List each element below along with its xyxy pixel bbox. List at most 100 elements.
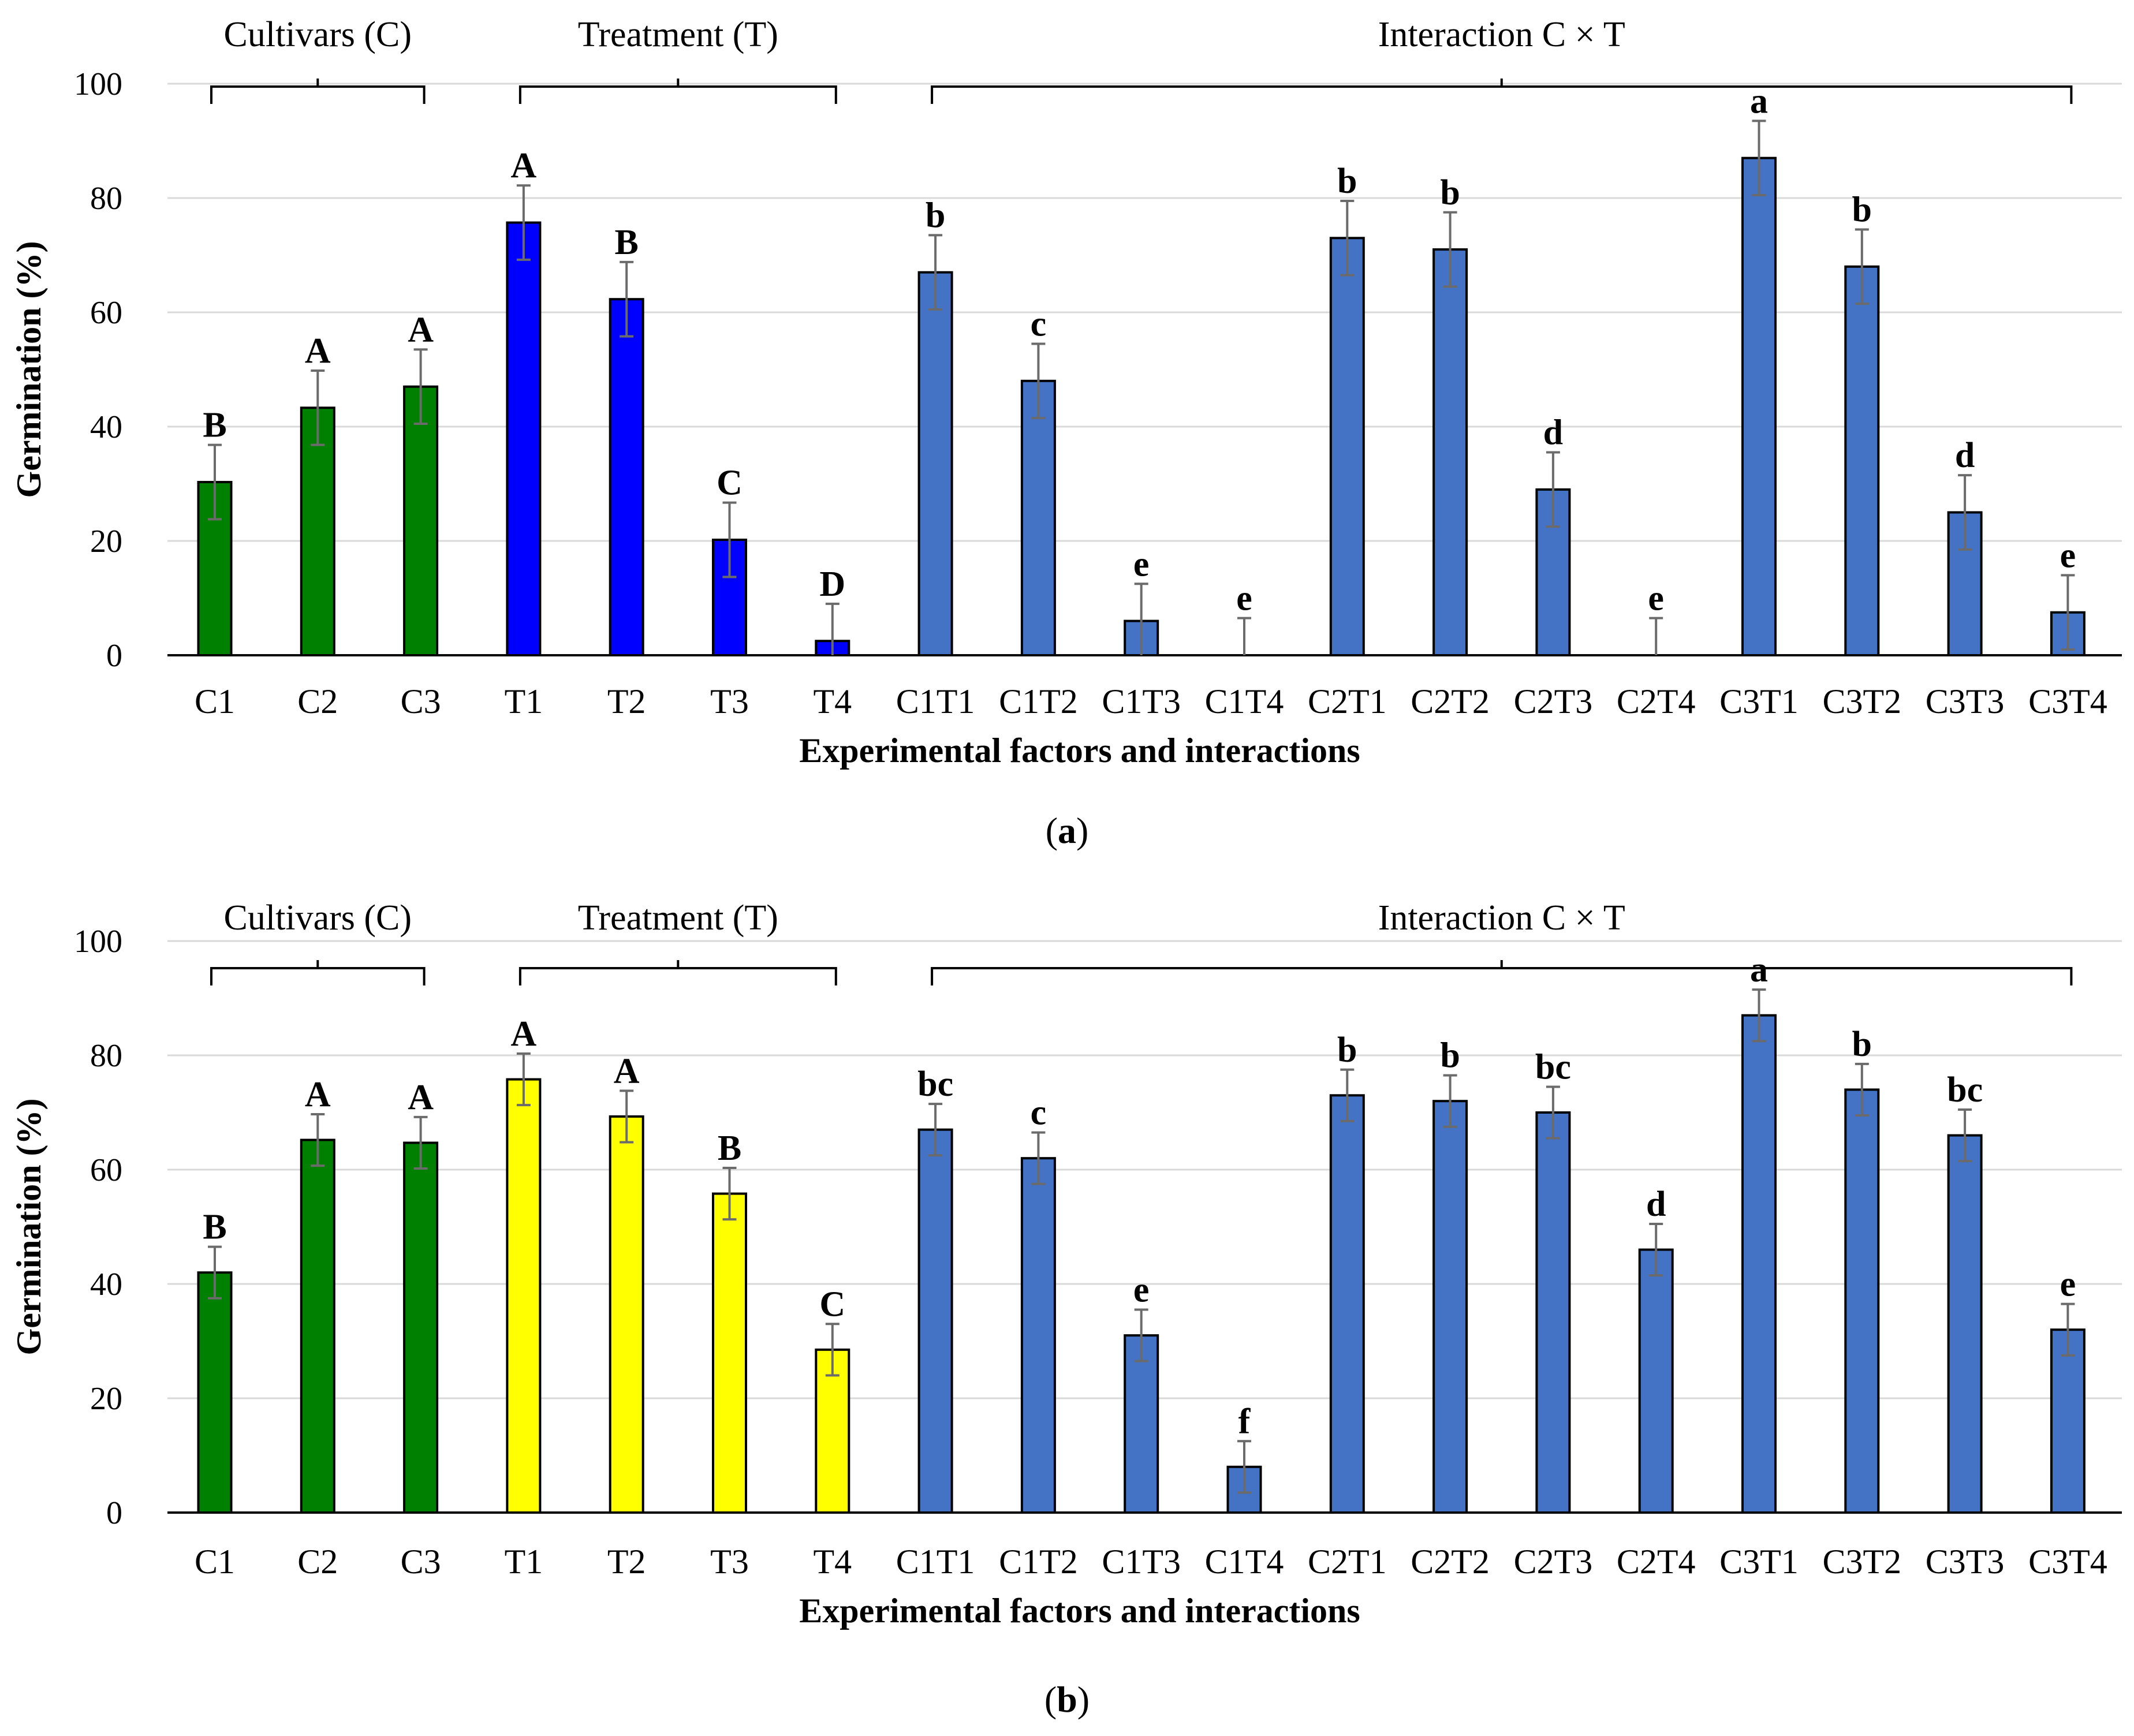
- bar-c1t1: [917, 1128, 953, 1514]
- significance-label: e: [2060, 536, 2076, 575]
- y-tick-label: 80: [90, 1038, 122, 1074]
- bar-c1: [197, 1271, 233, 1514]
- x-tick-label: C2: [297, 682, 338, 720]
- x-tick-label: C3: [401, 1543, 441, 1581]
- y-tick-label: 80: [90, 181, 122, 216]
- x-tick-label: T2: [607, 1543, 646, 1581]
- group-label: Interaction C × T: [1378, 15, 1625, 54]
- bar-c3t4: [2050, 1328, 2086, 1514]
- panel-caption: (a): [1046, 810, 1089, 851]
- y-tick-label: 100: [74, 66, 122, 102]
- significance-label: d: [1646, 1185, 1666, 1224]
- x-tick-label: C2T2: [1411, 682, 1490, 720]
- panel-caption: (b): [1044, 1679, 1090, 1720]
- significance-label: B: [718, 1129, 741, 1168]
- panel-a-chart: 0 20 40 60 80 100 B C1 A C2 A C3 A T1 B T2 C T3 D T4 b C1T1 c C…: [10, 15, 2122, 851]
- bar-c3t1: [1741, 156, 1777, 656]
- significance-label: A: [511, 1014, 537, 1054]
- x-tick-label: C1T2: [999, 1543, 1078, 1581]
- x-tick-label: C2T1: [1308, 682, 1387, 720]
- y-tick-label: 40: [90, 1267, 122, 1302]
- significance-label: b: [1852, 1025, 1872, 1064]
- significance-label: A: [305, 331, 331, 371]
- group-bracket: [931, 960, 2073, 985]
- significance-label: A: [408, 1078, 434, 1117]
- x-tick-label: C3T3: [1926, 682, 2005, 720]
- x-tick-label: C3T4: [2028, 1543, 2107, 1581]
- bar-c2: [300, 406, 335, 657]
- y-axis-title: Germination (%): [10, 1099, 48, 1356]
- x-tick-label: T3: [710, 682, 749, 720]
- significance-label: e: [2060, 1265, 2076, 1304]
- x-tick-label: T1: [505, 682, 543, 720]
- significance-label: bc: [1535, 1047, 1571, 1087]
- x-tick-label: C3T2: [1822, 682, 1901, 720]
- panel-b-chart: 0 20 40 60 80 100 B C1 A C2 A C3 A T1 A T2 B T3 C T4 bc C1T1 c…: [10, 898, 2122, 1720]
- x-axis-title: Experimental factors and interactions: [799, 731, 1360, 770]
- bar-t2: [609, 1115, 644, 1514]
- significance-label: A: [408, 310, 434, 349]
- x-tick-label: C2T3: [1514, 682, 1593, 720]
- significance-label: A: [614, 1051, 640, 1091]
- significance-label: e: [1648, 579, 1664, 618]
- significance-label: bc: [1947, 1070, 1983, 1110]
- bar-c2t2: [1432, 1100, 1468, 1514]
- significance-label: C: [717, 464, 743, 503]
- significance-label: b: [1852, 190, 1872, 229]
- x-tick-label: C2: [297, 1543, 338, 1581]
- x-tick-label: C3T2: [1822, 1543, 1901, 1581]
- significance-label: B: [203, 1208, 226, 1247]
- significance-label: b: [926, 196, 945, 235]
- x-tick-label: T4: [813, 682, 852, 720]
- x-tick-label: C1T3: [1102, 682, 1181, 720]
- y-tick-label: 20: [90, 524, 122, 559]
- x-tick-label: T1: [505, 1543, 543, 1581]
- significance-label: D: [819, 565, 845, 604]
- x-tick-label: T3: [710, 1543, 749, 1581]
- bar-t3: [712, 1192, 747, 1514]
- significance-label: A: [305, 1075, 331, 1114]
- significance-label: b: [1337, 162, 1357, 201]
- bar-c3t1: [1741, 1014, 1777, 1514]
- x-tick-label: C3T3: [1926, 1543, 2005, 1581]
- bar-c1t2: [1020, 379, 1056, 656]
- bar-c1t2: [1020, 1157, 1056, 1514]
- bar-t1: [506, 221, 542, 656]
- bar-c3t2: [1844, 265, 1880, 656]
- bar-c2t2: [1432, 248, 1468, 657]
- x-tick-label: C1T2: [999, 682, 1078, 720]
- x-tick-label: C2T2: [1411, 1543, 1490, 1581]
- group-bracket: [931, 79, 2073, 104]
- bar-c3t3: [1947, 1134, 1983, 1514]
- y-tick-label: 60: [90, 1152, 122, 1188]
- group-label: Interaction C × T: [1378, 898, 1625, 938]
- x-tick-label: C1T4: [1205, 1543, 1284, 1581]
- x-tick-label: C1T3: [1102, 1543, 1181, 1581]
- significance-label: e: [1133, 544, 1150, 584]
- group-label: Treatment (T): [578, 15, 778, 54]
- significance-label: e: [1236, 579, 1252, 618]
- x-tick-label: C3T1: [1719, 682, 1799, 720]
- y-tick-label: 60: [90, 295, 122, 331]
- bar-c3t2: [1844, 1088, 1880, 1514]
- x-tick-label: C1T4: [1205, 682, 1284, 720]
- y-axis-title: Germination (%): [10, 241, 48, 498]
- x-tick-label: T4: [813, 1543, 852, 1581]
- x-tick-label: C1: [195, 1543, 235, 1581]
- significance-label: B: [615, 223, 639, 262]
- significance-label: c: [1031, 1093, 1047, 1133]
- group-bracket: [210, 960, 426, 985]
- bar-c2t1: [1329, 237, 1365, 656]
- significance-label: a: [1750, 81, 1768, 121]
- significance-label: d: [1543, 413, 1563, 453]
- x-tick-label: C2T4: [1617, 1543, 1696, 1581]
- x-tick-label: C3: [401, 682, 441, 720]
- x-tick-label: C1: [195, 682, 235, 720]
- group-label: Cultivars (C): [224, 15, 412, 54]
- significance-label: bc: [917, 1065, 953, 1104]
- x-tick-label: C2T1: [1308, 1543, 1387, 1581]
- y-tick-label: 0: [106, 638, 122, 674]
- y-tick-label: 40: [90, 409, 122, 445]
